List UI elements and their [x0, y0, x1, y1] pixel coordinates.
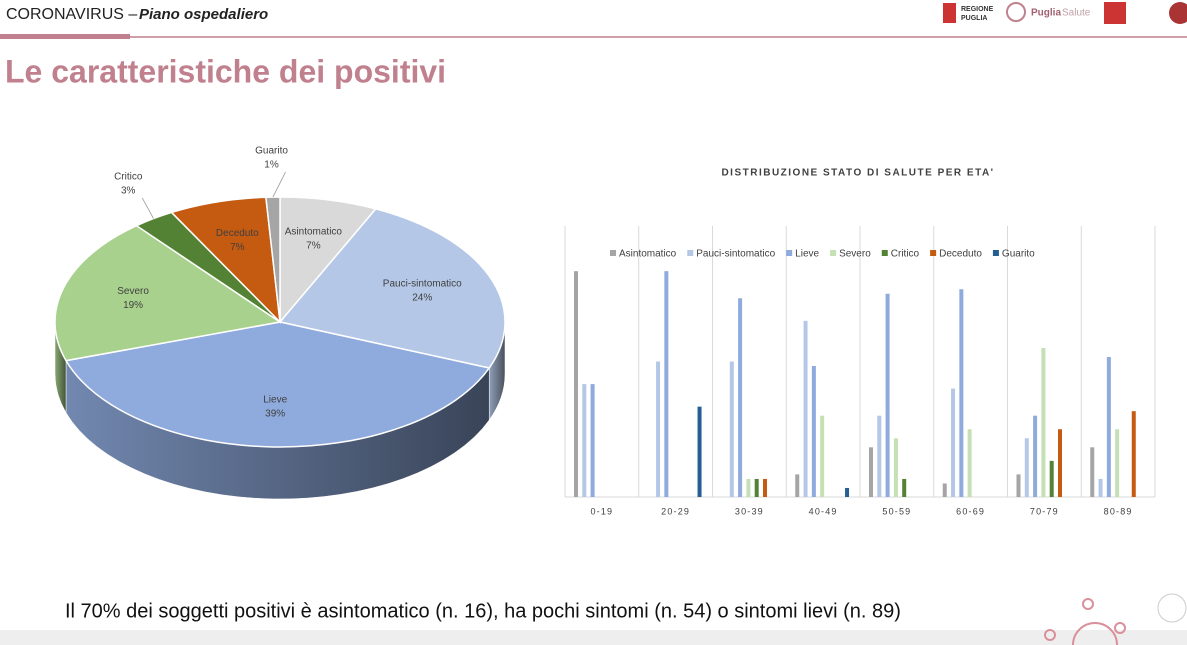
- x-tick-label: 40-49: [809, 506, 838, 516]
- legend-swatch: [786, 250, 793, 256]
- pie-value-label: 19%: [123, 300, 143, 311]
- bar: [729, 361, 734, 497]
- bar: [942, 483, 947, 497]
- pie-value-label: 7%: [230, 242, 245, 253]
- x-tick-label: 30-39: [735, 506, 764, 516]
- bar: [967, 429, 972, 497]
- legend-swatch: [881, 250, 888, 256]
- header-accent: [0, 34, 130, 39]
- legend-swatch: [830, 250, 837, 256]
- legend-label: Deceduto: [939, 249, 982, 260]
- pie-slice: [278, 208, 506, 369]
- pie-label: Asintomatico: [285, 227, 343, 238]
- bar: [1098, 478, 1103, 497]
- bar: [763, 478, 767, 497]
- pie-label: Severo: [117, 286, 149, 297]
- x-tick-label: 70-79: [1030, 506, 1059, 516]
- bar: [754, 478, 759, 497]
- bar: [738, 298, 743, 497]
- logo-icon: [1104, 2, 1126, 24]
- bar: [959, 289, 964, 497]
- header-subtitle: Piano ospedaliero: [139, 6, 268, 23]
- header-title: CORONAVIRUS –: [6, 6, 137, 23]
- bar: [795, 474, 800, 497]
- logo-icon: [1006, 2, 1026, 22]
- bar: [1041, 347, 1046, 497]
- logo-icon: [943, 3, 956, 23]
- bar: [1049, 460, 1054, 497]
- bar: [885, 293, 890, 497]
- footer-strip: [0, 630, 1187, 645]
- bar: [1033, 415, 1038, 497]
- x-tick-label: 60-69: [956, 506, 985, 516]
- bar: [877, 415, 882, 497]
- bar: [656, 361, 661, 497]
- pie-label: Pauci-sintomatico: [383, 278, 462, 289]
- bar: [902, 478, 907, 497]
- legend-swatch: [992, 250, 999, 256]
- logo-text: PUGLIA: [961, 15, 987, 22]
- slide-title: Le caratteristiche dei positivi: [5, 53, 446, 89]
- x-tick-label: 50-59: [882, 506, 911, 516]
- pie-slice: [265, 196, 281, 323]
- leader-line: [141, 197, 154, 219]
- legend-label: Severo: [839, 249, 871, 260]
- chart-title: DISTRIBUZIONE STATO DI SALUTE PER ETA': [721, 168, 994, 179]
- logo-text: Puglia: [1031, 8, 1061, 19]
- pie-label: Guarito: [255, 146, 288, 157]
- pie-value-label: 7%: [306, 241, 321, 252]
- logo-icon: [1169, 2, 1187, 24]
- bar: [582, 384, 587, 497]
- bar: [811, 366, 816, 497]
- bar: [845, 487, 850, 497]
- bar: [1115, 429, 1120, 497]
- legend-swatch: [610, 250, 616, 256]
- bar: [1024, 438, 1029, 497]
- footer-text: Il 70% dei soggetti positivi è asintomat…: [65, 600, 901, 622]
- legend-swatch: [930, 250, 937, 256]
- pie-label: Lieve: [263, 395, 287, 406]
- legend-label: Guarito: [1002, 249, 1035, 260]
- bar: [1058, 429, 1062, 497]
- legend-swatch: [687, 250, 694, 256]
- pie-label: Deceduto: [216, 228, 259, 239]
- bar: [1106, 356, 1111, 497]
- bar: [1016, 474, 1021, 497]
- bar: [893, 438, 898, 497]
- bar: [697, 406, 702, 497]
- leader-line: [272, 171, 286, 198]
- bar: [951, 388, 956, 497]
- pie-value-label: 24%: [412, 292, 432, 303]
- legend-label: Lieve: [795, 249, 819, 260]
- pie-slice: [64, 321, 491, 448]
- virus-decoration: [1044, 598, 1126, 645]
- legend-label: Critico: [891, 249, 920, 260]
- logo-text: REGIONE: [961, 6, 994, 13]
- bar: [820, 415, 825, 497]
- pie-value-label: 1%: [264, 160, 279, 171]
- bar: [574, 271, 578, 497]
- bar: [803, 320, 808, 497]
- bar: [664, 271, 669, 497]
- bar: [590, 384, 595, 497]
- legend-label: Pauci-sintomatico: [696, 249, 775, 260]
- x-tick-label: 80-89: [1104, 506, 1133, 516]
- logo-text: Salute: [1062, 8, 1091, 19]
- pie-slice: [54, 224, 282, 362]
- pie-label: Critico: [114, 172, 143, 183]
- x-tick-label: 0-19: [590, 506, 613, 516]
- bar: [1131, 411, 1136, 497]
- x-tick-label: 20-29: [661, 506, 690, 516]
- collapse-button[interactable]: [1157, 593, 1187, 623]
- bar: [869, 447, 873, 497]
- legend-label: Asintomatico: [619, 249, 677, 260]
- pie-value-label: 39%: [265, 409, 285, 420]
- pie-value-label: 3%: [121, 186, 136, 197]
- bar: [746, 478, 751, 497]
- bar: [1090, 447, 1095, 497]
